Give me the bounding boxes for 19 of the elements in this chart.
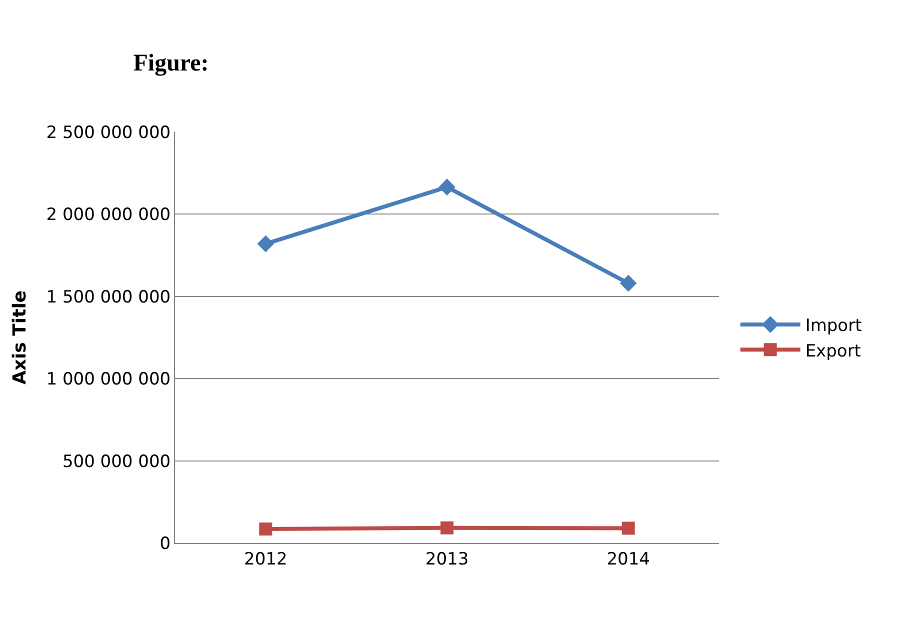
point [259, 522, 272, 536]
point [622, 522, 635, 535]
legend-label: Export [805, 341, 862, 362]
legend-label: Import [805, 316, 862, 336]
point [440, 521, 454, 534]
y-tick-label: 2 000 000 000 [46, 205, 171, 226]
x-tick-label: 2014 [606, 549, 650, 570]
y-tick-label: 500 000 000 [62, 452, 171, 472]
y-tick-label: 0 [160, 534, 171, 554]
x-tick-label: 2013 [425, 549, 469, 570]
y-tick-label: 2 500 000 000 [46, 122, 171, 143]
point [620, 274, 637, 292]
y-tick-label: 1 000 000 000 [46, 370, 171, 390]
x-tick-label: 2012 [244, 549, 288, 570]
point [438, 178, 456, 196]
y-tick-label: 1 500 000 000 [46, 287, 171, 308]
y-axis-title: Axis Title [9, 290, 30, 385]
point [257, 235, 274, 252]
chart-title: Figure: [133, 50, 209, 76]
